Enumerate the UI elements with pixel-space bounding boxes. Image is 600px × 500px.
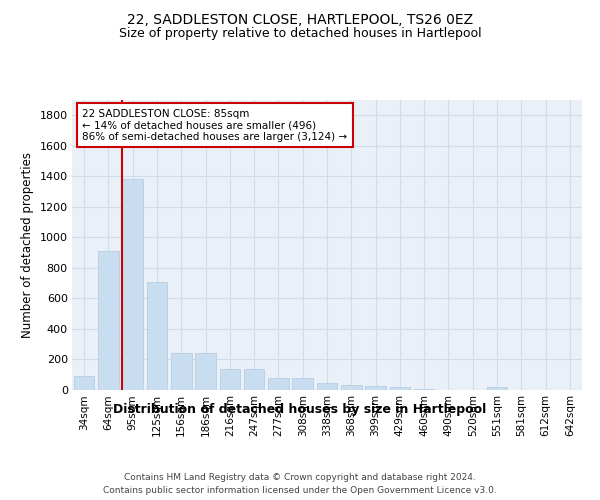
- Text: 22 SADDLESTON CLOSE: 85sqm
← 14% of detached houses are smaller (496)
86% of sem: 22 SADDLESTON CLOSE: 85sqm ← 14% of deta…: [82, 108, 347, 142]
- Bar: [122, 180, 143, 390]
- Bar: [317, 383, 337, 390]
- Text: 22, SADDLESTON CLOSE, HARTLEPOOL, TS26 0EZ: 22, SADDLESTON CLOSE, HARTLEPOOL, TS26 0…: [127, 12, 473, 26]
- Bar: [268, 378, 289, 390]
- Bar: [389, 388, 410, 390]
- Bar: [341, 386, 362, 390]
- Text: Contains HM Land Registry data © Crown copyright and database right 2024.: Contains HM Land Registry data © Crown c…: [124, 472, 476, 482]
- Text: Contains public sector information licensed under the Open Government Licence v3: Contains public sector information licen…: [103, 486, 497, 495]
- Y-axis label: Number of detached properties: Number of detached properties: [21, 152, 34, 338]
- Bar: [146, 282, 167, 390]
- Bar: [171, 352, 191, 390]
- Bar: [244, 368, 265, 390]
- Bar: [414, 389, 434, 390]
- Bar: [98, 251, 119, 390]
- Bar: [292, 378, 313, 390]
- Bar: [195, 352, 216, 390]
- Text: Distribution of detached houses by size in Hartlepool: Distribution of detached houses by size …: [113, 402, 487, 415]
- Bar: [74, 376, 94, 390]
- Bar: [487, 387, 508, 390]
- Bar: [220, 368, 240, 390]
- Bar: [365, 386, 386, 390]
- Text: Size of property relative to detached houses in Hartlepool: Size of property relative to detached ho…: [119, 28, 481, 40]
